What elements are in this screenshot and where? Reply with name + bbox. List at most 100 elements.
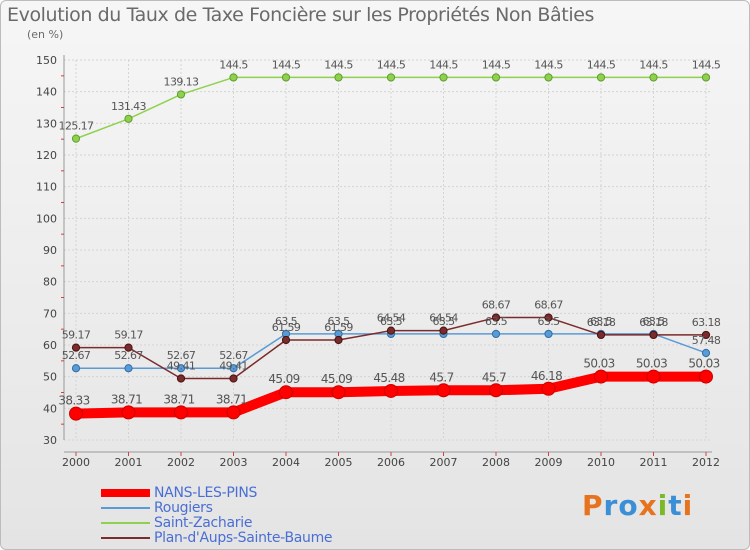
y-tick-label: 140 — [36, 86, 57, 99]
data-label: 144.5 — [377, 58, 406, 71]
data-point — [491, 329, 501, 339]
data-point — [701, 330, 711, 340]
data-label: 61.59 — [324, 321, 353, 334]
logo-letter: i — [657, 489, 669, 522]
data-label: 63.5 — [642, 315, 665, 328]
data-point — [281, 335, 291, 345]
data-point — [386, 73, 396, 82]
x-tick-label: 2003 — [220, 456, 248, 469]
data-point — [384, 383, 398, 398]
data-point — [544, 73, 553, 82]
y-tick-label: 30 — [43, 434, 57, 447]
data-label: 45.7 — [482, 370, 506, 384]
chart-subtitle: (en %) — [27, 28, 64, 41]
data-label: 45.7 — [429, 370, 453, 384]
data-point — [121, 405, 136, 420]
data-label: 144.5 — [587, 58, 616, 71]
data-point — [124, 114, 133, 123]
logo-letter: P — [582, 489, 604, 522]
y-tick-label: 130 — [36, 117, 57, 130]
data-label: 38.71 — [163, 392, 194, 406]
data-label: 50.03 — [688, 357, 719, 371]
data-point — [699, 369, 713, 384]
data-label: 144.5 — [219, 58, 248, 71]
data-point — [491, 313, 501, 322]
data-label: 144.5 — [692, 58, 721, 71]
legend-label-saint-zacharie: Saint-Zacharie — [154, 515, 253, 531]
legend-label-nans-les-pins: NANS-LES-PINS — [154, 485, 258, 501]
x-tick-label: 2006 — [377, 456, 405, 469]
data-point — [176, 364, 186, 373]
data-label: 64.54 — [429, 312, 458, 325]
data-label: 46.18 — [531, 369, 562, 383]
data-point — [279, 385, 293, 400]
logo-letter: r — [603, 489, 619, 522]
x-tick-label: 2008 — [482, 456, 510, 469]
data-point — [701, 348, 711, 358]
y-tick-label: 110 — [36, 181, 57, 194]
logo-letter: i — [682, 489, 694, 522]
data-point — [334, 335, 343, 345]
data-point — [334, 73, 343, 82]
data-label: 50.03 — [583, 357, 614, 371]
x-tick-label: 2002 — [167, 456, 195, 469]
data-point — [386, 326, 396, 335]
data-point — [594, 369, 608, 384]
x-tick-label: 2000 — [62, 456, 90, 469]
data-label: 63.18 — [639, 316, 668, 329]
x-tick-label: 2011 — [640, 456, 668, 469]
x-tick-label: 2007 — [430, 456, 458, 469]
data-label: 63.5 — [590, 315, 613, 328]
data-label: 144.5 — [272, 58, 301, 71]
y-tick-label: 50 — [43, 371, 57, 384]
data-label: 64.54 — [377, 312, 406, 325]
data-label: 52.67 — [167, 349, 196, 362]
data-label: 52.67 — [62, 349, 91, 362]
data-point — [176, 90, 186, 99]
data-label: 63.5 — [485, 315, 508, 328]
logo-letter: x — [638, 489, 658, 522]
data-label: 63.5 — [432, 315, 455, 328]
data-label: 38.33 — [58, 394, 89, 408]
data-point — [281, 73, 291, 82]
data-point — [596, 73, 606, 82]
data-label: 144.5 — [429, 58, 458, 71]
y-tick-label: 70 — [43, 307, 57, 320]
data-point — [71, 364, 81, 373]
data-label: 59.17 — [62, 329, 91, 342]
y-tick-label: 100 — [36, 212, 57, 225]
data-point — [124, 364, 133, 373]
data-label: 45.09 — [321, 372, 352, 386]
data-label: 63.5 — [327, 315, 350, 328]
x-tick-label: 2009 — [535, 456, 563, 469]
data-point — [439, 326, 448, 335]
chart-title: Evolution du Taux de Taxe Foncière sur l… — [7, 4, 595, 26]
data-point — [701, 73, 711, 82]
data-point — [174, 405, 188, 420]
data-label: 38.71 — [216, 392, 247, 406]
data-point — [649, 330, 658, 340]
data-point — [541, 381, 556, 396]
data-label: 38.71 — [111, 392, 142, 406]
logo-letter: t — [668, 489, 683, 522]
x-tick-label: 2005 — [325, 456, 353, 469]
proxiti-logo: Proxiti — [582, 489, 693, 522]
y-tick-label: 40 — [43, 402, 57, 415]
data-point — [491, 73, 501, 82]
data-label: 49.41 — [167, 360, 196, 373]
x-tick-label: 2004 — [272, 456, 300, 469]
data-label: 57.48 — [692, 334, 721, 347]
legend-label-rougiers: Rougiers — [154, 500, 213, 516]
data-label: 144.5 — [324, 58, 353, 71]
data-point — [439, 73, 448, 82]
series-points — [69, 73, 713, 421]
data-point — [229, 364, 238, 373]
data-label: 61.59 — [272, 321, 301, 334]
y-tick-label: 120 — [36, 149, 57, 162]
y-tick-label: 150 — [36, 54, 57, 67]
data-label: 125.17 — [59, 120, 94, 133]
data-label: 63.5 — [380, 315, 403, 328]
data-label: 68.67 — [482, 299, 511, 312]
data-label: 63.5 — [537, 315, 560, 328]
data-point — [544, 313, 553, 322]
